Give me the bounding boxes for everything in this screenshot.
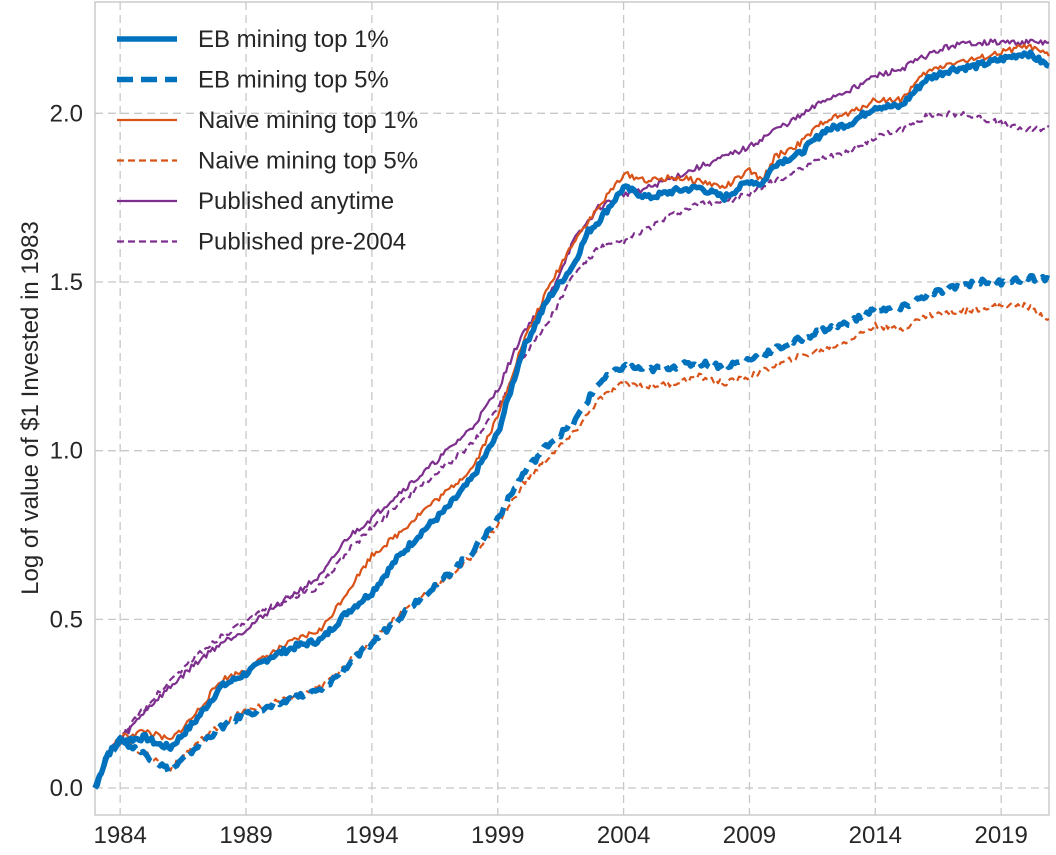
y-tick-label: 0.5: [50, 606, 83, 633]
y-axis-label: Log of value of $1 Invested in 1983: [17, 221, 44, 595]
x-tick-label: 1994: [345, 822, 398, 849]
x-axis: 1984 1989 1994 1999 2004 2009 2014 2019: [93, 822, 1027, 849]
x-tick-label: 2009: [723, 822, 776, 849]
series-line-published-pre-2004: [94, 109, 1050, 789]
x-tick-label: 2019: [974, 822, 1027, 849]
legend-label: Published anytime: [198, 188, 394, 215]
legend-label: EB mining top 5%: [198, 67, 389, 94]
series-group: [92, 38, 1051, 790]
x-tick-label: 2004: [597, 822, 650, 849]
y-tick-label: 1.0: [50, 438, 83, 465]
legend-label: EB mining top 1%: [198, 26, 389, 53]
series-line-published-anytime: [93, 38, 1050, 789]
y-tick-label: 1.5: [50, 269, 83, 296]
x-tick-label: 1984: [93, 822, 146, 849]
legend-label: Naive mining top 5%: [198, 148, 418, 175]
x-tick-label: 2014: [849, 822, 902, 849]
y-tick-label: 2.0: [50, 100, 83, 127]
y-axis: 0.0 0.5 1.0 1.5 2.0: [50, 100, 83, 802]
series-line-eb-mining-top-5: [92, 273, 1051, 790]
x-tick-label: 1999: [471, 822, 524, 849]
legend: EB mining top 1% EB mining top 5% Naive mi…: [117, 26, 418, 256]
legend-label: Published pre-2004: [198, 229, 406, 256]
grid: [95, 2, 1049, 815]
series-line-naive-mining-top-5: [94, 301, 1050, 789]
legend-label: Naive mining top 1%: [198, 107, 418, 134]
y-tick-label: 0.0: [50, 775, 83, 802]
x-tick-label: 1989: [219, 822, 272, 849]
plot-area: [94, 1, 1050, 816]
series-line-eb-mining-top-1: [92, 49, 1050, 789]
